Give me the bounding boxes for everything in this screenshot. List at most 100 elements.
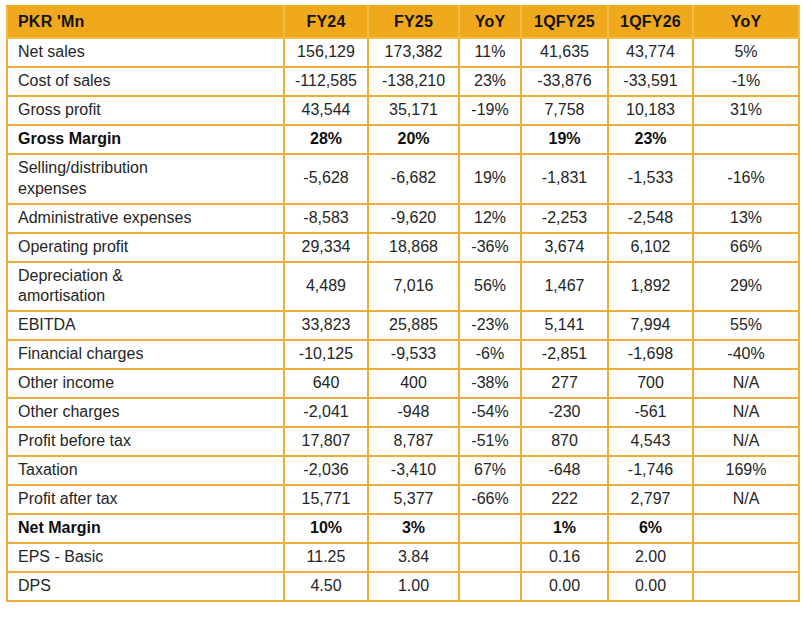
cell-value: 23%	[459, 67, 521, 96]
cell-value: 5,377	[368, 485, 459, 514]
row-label: Other income	[7, 369, 284, 398]
cell-value	[459, 125, 521, 154]
cell-value: 1.00	[368, 572, 459, 601]
cell-value: 15,771	[284, 485, 368, 514]
table-title-cell: PKR 'Mn	[7, 6, 284, 38]
cell-value: 6%	[608, 514, 693, 543]
cell-value: 5,141	[521, 311, 608, 340]
cell-value: -2,253	[521, 204, 608, 233]
row-label: Selling/distribution expenses	[7, 154, 284, 204]
cell-value: 3.84	[368, 543, 459, 572]
cell-value: 10,183	[608, 96, 693, 125]
header-row: PKR 'MnFY24FY25YoY1QFY251QFY26YoY	[7, 6, 799, 38]
table-row: EPS - Basic11.253.840.162.00	[7, 543, 799, 572]
cell-value: 11.25	[284, 543, 368, 572]
cell-value: 43,544	[284, 96, 368, 125]
cell-value	[693, 514, 799, 543]
row-label: Other charges	[7, 398, 284, 427]
cell-value: 19%	[459, 154, 521, 204]
cell-value: 7,758	[521, 96, 608, 125]
cell-value: 18,868	[368, 233, 459, 262]
cell-value: 12%	[459, 204, 521, 233]
cell-value: -66%	[459, 485, 521, 514]
row-label: Operating profit	[7, 233, 284, 262]
row-label: DPS	[7, 572, 284, 601]
cell-value: -2,548	[608, 204, 693, 233]
cell-value: -5,628	[284, 154, 368, 204]
cell-value: 67%	[459, 456, 521, 485]
cell-value: -3,410	[368, 456, 459, 485]
table-row: DPS4.501.000.000.00	[7, 572, 799, 601]
cell-value: -1%	[693, 67, 799, 96]
row-label: Net sales	[7, 38, 284, 67]
row-label: Taxation	[7, 456, 284, 485]
table-row: Taxation-2,036-3,41067%-648-1,746169%	[7, 456, 799, 485]
cell-value: 2,797	[608, 485, 693, 514]
cell-value	[459, 572, 521, 601]
cell-value: 3,674	[521, 233, 608, 262]
cell-value: -948	[368, 398, 459, 427]
cell-value: 29%	[693, 262, 799, 312]
cell-value: -6%	[459, 340, 521, 369]
column-header: YoY	[693, 6, 799, 38]
table-row: Net sales156,129173,38211%41,63543,7745%	[7, 38, 799, 67]
cell-value: 222	[521, 485, 608, 514]
cell-value: 19%	[521, 125, 608, 154]
cell-value: 66%	[693, 233, 799, 262]
table-row: Gross Margin28%20%19%23%	[7, 125, 799, 154]
cell-value: -9,533	[368, 340, 459, 369]
cell-value: 29,334	[284, 233, 368, 262]
cell-value: -1,533	[608, 154, 693, 204]
cell-value: 43,774	[608, 38, 693, 67]
cell-value: 173,382	[368, 38, 459, 67]
cell-value: 400	[368, 369, 459, 398]
cell-value: -33,591	[608, 67, 693, 96]
cell-value: -23%	[459, 311, 521, 340]
table-row: Depreciation & amortisation4,4897,01656%…	[7, 262, 799, 312]
cell-value: 700	[608, 369, 693, 398]
table-row: EBITDA33,82325,885-23%5,1417,99455%	[7, 311, 799, 340]
cell-value: 5%	[693, 38, 799, 67]
cell-value: 23%	[608, 125, 693, 154]
cell-value: 33,823	[284, 311, 368, 340]
cell-value: -10,125	[284, 340, 368, 369]
cell-value: 870	[521, 427, 608, 456]
cell-value: 6,102	[608, 233, 693, 262]
cell-value: 7,994	[608, 311, 693, 340]
column-header: 1QFY26	[608, 6, 693, 38]
cell-value: 2.00	[608, 543, 693, 572]
cell-value: -2,036	[284, 456, 368, 485]
cell-value	[693, 572, 799, 601]
row-label: Gross Margin	[7, 125, 284, 154]
cell-value: 156,129	[284, 38, 368, 67]
cell-value: 11%	[459, 38, 521, 67]
row-label: Profit before tax	[7, 427, 284, 456]
cell-value: 169%	[693, 456, 799, 485]
cell-value: -38%	[459, 369, 521, 398]
table-row: Net Margin10%3%1%6%	[7, 514, 799, 543]
column-header: 1QFY25	[521, 6, 608, 38]
cell-value: N/A	[693, 369, 799, 398]
cell-value: -36%	[459, 233, 521, 262]
cell-value: 4.50	[284, 572, 368, 601]
row-label: Financial charges	[7, 340, 284, 369]
cell-value: 277	[521, 369, 608, 398]
table-row: Profit after tax15,7715,377-66%2222,797N…	[7, 485, 799, 514]
row-label: EPS - Basic	[7, 543, 284, 572]
page: PKR 'MnFY24FY25YoY1QFY251QFY26YoY Net sa…	[0, 0, 805, 639]
column-header: FY24	[284, 6, 368, 38]
cell-value: N/A	[693, 427, 799, 456]
cell-value: -40%	[693, 340, 799, 369]
cell-value: 28%	[284, 125, 368, 154]
table-row: Other income640400-38%277700N/A	[7, 369, 799, 398]
cell-value: N/A	[693, 398, 799, 427]
cell-value: 3%	[368, 514, 459, 543]
cell-value: -19%	[459, 96, 521, 125]
cell-value: 640	[284, 369, 368, 398]
cell-value: 25,885	[368, 311, 459, 340]
cell-value: -8,583	[284, 204, 368, 233]
cell-value: 1%	[521, 514, 608, 543]
row-label: Administrative expenses	[7, 204, 284, 233]
cell-value: 31%	[693, 96, 799, 125]
cell-value	[693, 543, 799, 572]
